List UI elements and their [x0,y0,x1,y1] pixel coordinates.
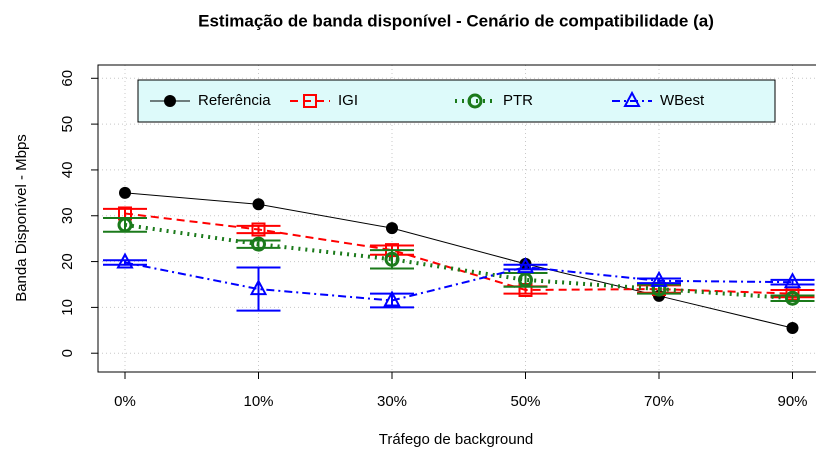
point [786,322,799,335]
y-tick-label: 40 [59,162,76,179]
point [518,272,533,288]
series-line [124,212,793,295]
series-line [124,261,793,302]
point [386,222,398,235]
plot-frame [97,64,816,373]
y-tick-label: 50 [59,116,76,133]
point [384,251,400,267]
y-tick-label: 60 [59,70,76,87]
legend-marker [164,95,176,107]
point [251,236,266,252]
legend-label: Referência [198,92,271,109]
y-tick-label: 0 [59,349,76,357]
point [251,222,266,237]
y-tick-label: 30 [59,207,76,224]
point [117,217,133,233]
point [116,252,134,269]
legend-label: WBest [660,92,705,109]
y-axis-label: Banda Disponível - Mbps [13,134,30,302]
legend-label: IGI [338,92,358,109]
point [249,278,268,296]
x-tick-label: 70% [644,393,674,410]
legend-marker [467,93,483,109]
series-line [124,222,793,301]
point [516,256,535,274]
point [650,270,668,287]
y-tick-label: 10 [59,299,76,316]
x-axis-label: Tráfego de background [379,431,534,448]
point [785,290,800,306]
point [383,290,401,307]
point [783,272,802,289]
legend-label: PTR [503,92,533,109]
point [119,186,131,199]
x-tick-label: 10% [243,393,273,410]
y-tick-label: 20 [59,253,76,270]
series-line [124,192,793,329]
legend-marker [623,90,641,107]
x-tick-label: 0% [114,393,136,410]
legend-marker [303,94,317,108]
x-tick-label: 50% [510,393,540,410]
x-tick-label: 90% [777,393,807,410]
x-tick-label: 30% [377,393,407,410]
chart-title: Estimação de banda disponível - Cenário … [198,11,714,30]
point [252,198,265,211]
